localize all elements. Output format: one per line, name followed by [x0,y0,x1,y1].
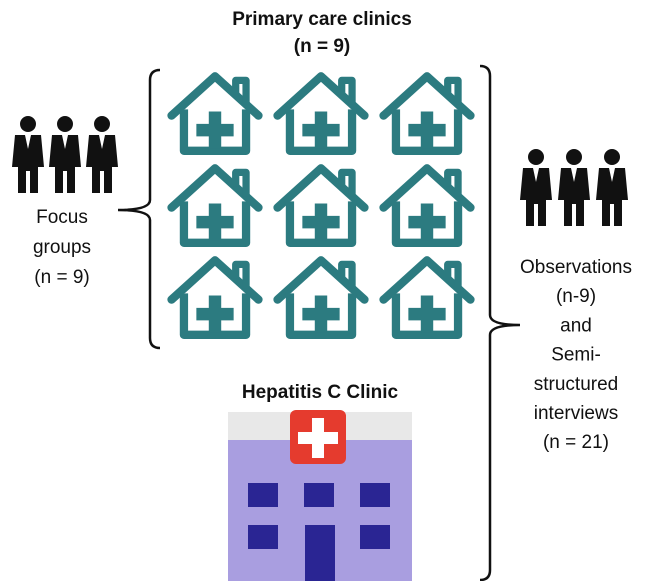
left-bracket [118,70,160,348]
primary-care-count: (n = 9) [294,36,350,57]
focus-groups-line: groups [33,237,91,258]
diagram: Primary care clinics (n = 9) Focus groups… [0,0,645,581]
observations-line: Semi- [551,345,601,366]
right-bracket [480,66,520,580]
house-icon [384,168,471,243]
observations-line: interviews [534,403,618,424]
observations-line: (n = 21) [543,432,609,453]
people-left [12,116,118,193]
focus-groups-label: Focus groups (n = 9) [33,207,91,288]
observations-line: Observations [520,257,632,278]
house-icon [278,260,365,335]
house-icon [384,76,471,151]
house-icon [278,168,365,243]
observations-line: structured [534,374,618,395]
house-icon [172,76,259,151]
focus-groups-line: Focus [36,207,88,228]
focus-groups-line: (n = 9) [34,267,89,288]
people-right [520,149,628,226]
house-icon [172,260,259,335]
primary-care-title: Primary care clinics [232,9,412,30]
hospital-icon [228,410,412,581]
hepatitis-clinic-title: Hepatitis C Clinic [242,382,399,403]
observations-line: (n-9) [556,286,596,307]
house-grid [172,76,471,335]
house-icon [172,168,259,243]
observations-line: and [560,315,592,336]
house-icon [384,260,471,335]
house-icon [278,76,365,151]
observations-label: Observations (n-9) and Semi-structured inter… [520,257,632,453]
